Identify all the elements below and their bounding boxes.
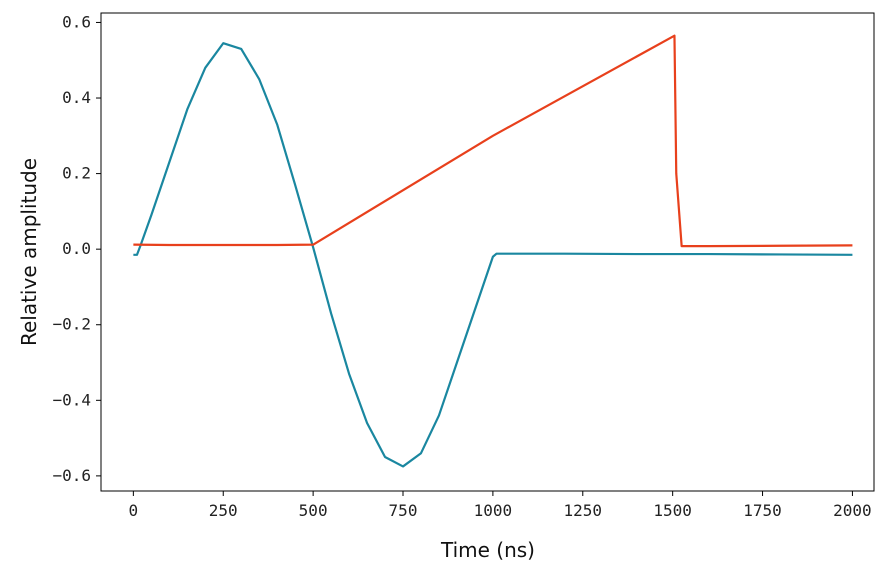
- x-tick-label: 1500: [653, 501, 692, 520]
- y-tick-label: 0.0: [62, 239, 91, 258]
- y-tick-label: 0.6: [62, 12, 91, 31]
- y-axis-label: Relative amplitude: [17, 158, 41, 346]
- axes: 0 250 500 750 1000 1250 1500 1750 2000 −0.6 −0.4 −0…: [52, 12, 875, 520]
- x-tick-label: 1750: [743, 501, 782, 520]
- series-line-2: [133, 34, 853, 248]
- plot-area: [133, 34, 853, 468]
- y-tick-label: 0.4: [62, 88, 91, 107]
- x-tick-label: 500: [299, 501, 328, 520]
- x-tick-label: 250: [209, 501, 238, 520]
- x-tick-label: 0: [129, 501, 139, 520]
- x-tick-label: 2000: [833, 501, 872, 520]
- plot-frame: [100, 12, 875, 492]
- y-tick-label: 0.2: [62, 164, 91, 183]
- x-tick-label: 1000: [474, 501, 513, 520]
- series-line-1: [133, 42, 853, 468]
- x-tick-label: 750: [389, 501, 418, 520]
- y-tick-label: −0.6: [52, 466, 91, 485]
- x-tick-label: 1250: [564, 501, 603, 520]
- y-tick-label: −0.4: [52, 390, 91, 409]
- x-axis-label: Time (ns): [440, 538, 535, 562]
- y-tick-label: −0.2: [52, 315, 91, 334]
